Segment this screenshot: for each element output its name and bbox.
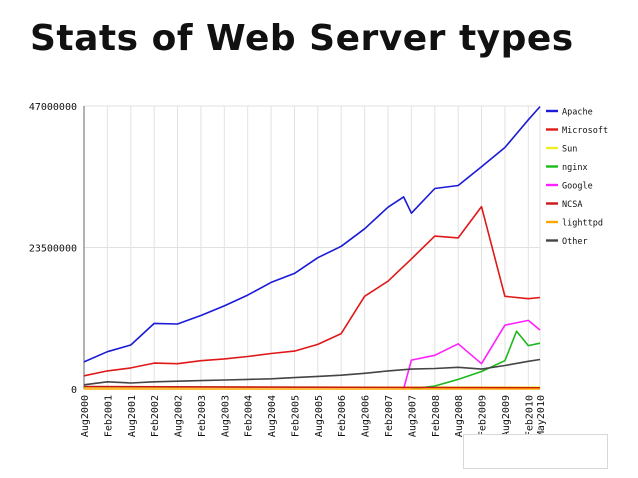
x-tick-label: Aug2007 bbox=[407, 395, 418, 437]
series-line-ncsa bbox=[83, 385, 541, 389]
x-tick-label: Feb2005 bbox=[290, 395, 301, 437]
legend-label-nginx: nginx bbox=[562, 163, 588, 173]
x-tick-label: Feb2006 bbox=[337, 395, 348, 437]
x-tick-label: Feb2009 bbox=[478, 395, 489, 437]
x-tick-label: Feb2004 bbox=[244, 395, 255, 437]
x-tick-label: Feb2002 bbox=[150, 395, 161, 437]
x-tick-label: Feb2001 bbox=[103, 395, 114, 437]
legend-label-microsoft: Microsoft bbox=[562, 126, 608, 136]
series-lines bbox=[83, 106, 541, 390]
x-tick-label: Aug2003 bbox=[220, 395, 231, 437]
x-tick-label: Feb2003 bbox=[197, 395, 208, 437]
y-tick-label: 23500000 bbox=[29, 244, 77, 255]
legend-label-sun: Sun bbox=[562, 145, 577, 155]
x-tick-label: Aug2001 bbox=[127, 395, 138, 437]
series-line-nginx bbox=[411, 330, 541, 390]
y-tick-label: 47000000 bbox=[29, 102, 77, 113]
x-tick-label: Aug2008 bbox=[454, 395, 465, 437]
series-line-apache bbox=[83, 106, 541, 363]
empty-footer-box bbox=[463, 434, 608, 469]
x-tick-label: Aug2009 bbox=[501, 395, 512, 437]
legend-label-apache: Apache bbox=[562, 108, 593, 118]
x-tick-label: Feb2010 bbox=[524, 395, 535, 437]
slide-title: Stats of Web Server types bbox=[30, 18, 574, 59]
x-tick-label: Feb2007 bbox=[384, 395, 395, 437]
legend-label-lighttpd: lighttpd bbox=[562, 219, 603, 229]
x-tick-label: Aug2006 bbox=[361, 395, 372, 437]
y-tick-labels: 0 23500000 47000000 bbox=[29, 102, 77, 396]
x-tick-label: Feb2008 bbox=[431, 395, 442, 437]
legend-label-other: Other bbox=[562, 237, 588, 247]
x-tick-label: Aug2000 bbox=[80, 395, 91, 437]
x-tick-label: Aug2004 bbox=[267, 395, 278, 437]
x-tick-labels: Aug2000 Feb2001 Aug2001 Feb2002 Aug2002 Feb20… bbox=[80, 395, 547, 437]
x-tick-label: Aug2005 bbox=[314, 395, 325, 437]
legend-label-ncsa: NCSA bbox=[562, 200, 582, 210]
legend: Apache Microsoft Sun nginx Google NCSA lighttp… bbox=[546, 108, 608, 247]
legend-label-google: Google bbox=[562, 182, 593, 192]
series-line-google bbox=[402, 319, 541, 390]
x-tick-label: May2010 bbox=[536, 395, 547, 437]
series-line-microsoft bbox=[83, 205, 541, 377]
x-tick-label: Aug2002 bbox=[174, 395, 185, 437]
series-line-other bbox=[83, 358, 541, 386]
y-tick-label: 0 bbox=[71, 385, 77, 396]
